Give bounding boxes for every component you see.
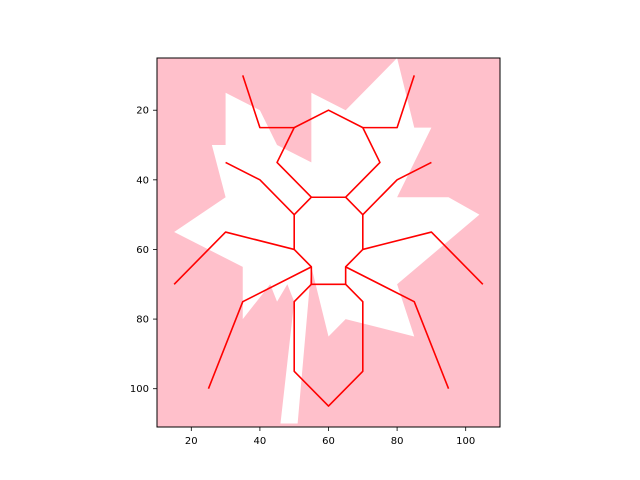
line-segment-4 (225, 161, 295, 216)
line-segment-6 (173, 231, 295, 285)
y-axis: 20 40 60 80 100 (130, 106, 157, 395)
x-axis: 20 40 60 80 100 (185, 427, 475, 447)
line-segment-10 (293, 283, 364, 407)
line-series-group (173, 75, 484, 407)
background-shape (174, 58, 480, 424)
x-tick-label: 80 (391, 436, 404, 447)
line-segment-9 (345, 266, 450, 390)
line-segment-8 (207, 266, 312, 390)
y-tick-label: 40 (136, 175, 149, 186)
x-tick-label: 40 (254, 436, 267, 447)
y-tick-label: 80 (136, 315, 149, 326)
line-segment-2 (241, 75, 295, 129)
y-tick-label: 20 (136, 106, 149, 117)
plot-area (156, 57, 501, 428)
x-tick-label: 60 (322, 436, 335, 447)
y-tick-label: 60 (136, 245, 149, 256)
line-segment-1 (276, 109, 381, 198)
line-segment-5 (362, 161, 432, 216)
y-tick-label: 100 (130, 384, 149, 395)
line-segment-7 (362, 231, 484, 285)
x-tick-label: 20 (185, 436, 198, 447)
line-segment-3 (362, 75, 416, 129)
x-tick-label: 100 (456, 436, 475, 447)
